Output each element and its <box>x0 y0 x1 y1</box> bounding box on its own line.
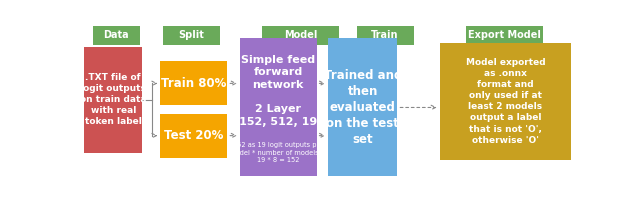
Text: .TXT file of
logit outputs
on train data
with real
token label: .TXT file of logit outputs on train data… <box>80 73 147 126</box>
Bar <box>466 26 543 45</box>
Text: Trained and
then
evaluated
on the test
set: Trained and then evaluated on the test s… <box>324 69 402 146</box>
Text: Export Model: Export Model <box>468 30 541 40</box>
Bar <box>240 39 317 176</box>
Bar <box>161 114 227 158</box>
Bar <box>262 26 339 45</box>
Bar <box>93 26 140 45</box>
Text: Simple feed
forward
network

2 Layer
[152, 512, 19]: Simple feed forward network 2 Layer [152… <box>234 55 323 127</box>
Text: Train: Train <box>371 30 399 40</box>
Text: Model: Model <box>284 30 317 40</box>
Text: Data: Data <box>104 30 129 40</box>
Bar <box>84 47 143 153</box>
Text: Train 80%: Train 80% <box>161 77 227 90</box>
Bar <box>328 39 397 176</box>
Bar <box>163 26 220 45</box>
Bar <box>161 61 227 105</box>
Text: Split: Split <box>179 30 205 40</box>
Text: Model exported
as .onnx
format and
only used if at
least 2 models
output a label: Model exported as .onnx format and only … <box>465 58 545 145</box>
Text: Test 20%: Test 20% <box>164 129 223 142</box>
Bar <box>440 43 571 160</box>
Text: 152 as 19 logit outputs per
model * number of models 8,
19 * 8 = 152: 152 as 19 logit outputs per model * numb… <box>229 142 327 163</box>
Bar <box>356 26 413 45</box>
